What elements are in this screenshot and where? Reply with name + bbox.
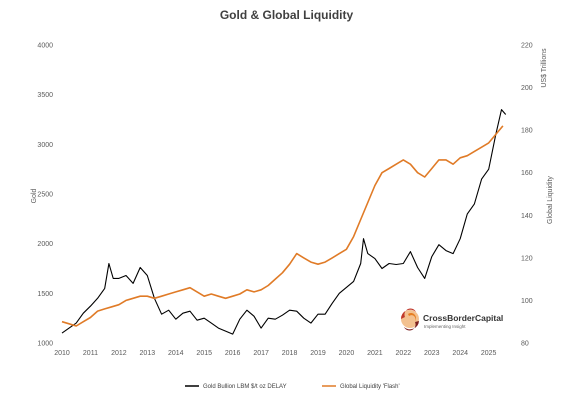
x-tick-label: 2018: [282, 350, 298, 357]
x-tick-label: 2023: [424, 350, 440, 357]
gold-series-line: [61, 109, 507, 335]
series-lines: [61, 109, 507, 335]
left-tick-label: 3500: [37, 92, 53, 99]
left-axis-ticks: 1000 1500 2000 2500 3000 3500 4000: [37, 43, 53, 348]
x-tick-label: 2016: [225, 350, 241, 357]
left-tick-label: 2500: [37, 192, 53, 199]
right-tick-label: 80: [521, 341, 529, 348]
legend-label-liquidity: Global Liquidity 'Flash': [340, 384, 400, 390]
swirl-logo-icon: [400, 308, 419, 331]
right-tick-label: 120: [521, 255, 533, 262]
left-axis-label: Gold: [31, 189, 38, 204]
legend-label-gold: Gold Bullion LBM $/t oz DELAY: [203, 384, 287, 390]
x-tick-label: 2021: [367, 350, 383, 357]
x-tick-label: 2020: [339, 350, 355, 357]
left-tick-label: 2000: [37, 241, 53, 248]
x-tick-label: 2025: [481, 350, 497, 357]
liquidity-series-line: [61, 125, 504, 327]
right-axis-label: Global Liquidity: [547, 176, 554, 224]
x-tick-label: 2015: [196, 350, 212, 357]
right-axis-ticks: 80 100 120 140 160 180 200 220: [521, 43, 533, 348]
x-tick-label: 2019: [310, 350, 326, 357]
right-tick-label: 160: [521, 170, 533, 177]
x-tick-label: 2010: [54, 350, 70, 357]
right-tick-label: 140: [521, 213, 533, 220]
chart-title: Gold & Global Liquidity: [219, 8, 354, 22]
left-tick-label: 1000: [37, 341, 53, 348]
x-tick-label: 2011: [83, 350, 98, 357]
crossborder-logo: CrossBorderCapital Implementing Insight: [400, 308, 503, 331]
x-tick-label: 2014: [168, 350, 184, 357]
x-tick-label: 2013: [140, 350, 156, 357]
right-tick-label: 220: [521, 43, 533, 50]
left-tick-label: 3000: [37, 142, 53, 149]
right-tick-label: 180: [521, 128, 533, 135]
x-tick-label: 2024: [452, 350, 468, 357]
x-tick-label: 2012: [111, 350, 127, 357]
right-tick-label: 100: [521, 298, 533, 305]
left-tick-label: 1500: [37, 291, 53, 298]
legend: Gold Bullion LBM $/t oz DELAY Global Liq…: [185, 384, 400, 390]
x-tick-label: 2017: [253, 350, 269, 357]
logo-tagline: Implementing Insight: [424, 324, 466, 329]
left-tick-label: 4000: [37, 43, 53, 50]
right-tick-label: 200: [521, 85, 533, 92]
x-axis-ticks: 2010 2011 2012 2013 2014 2015 2016 2017 2018 2019…: [54, 350, 496, 357]
x-tick-label: 2022: [396, 350, 412, 357]
logo-text: CrossBorderCapital: [423, 313, 503, 323]
right-axis-unit-label: US$ Trillions: [541, 48, 548, 88]
